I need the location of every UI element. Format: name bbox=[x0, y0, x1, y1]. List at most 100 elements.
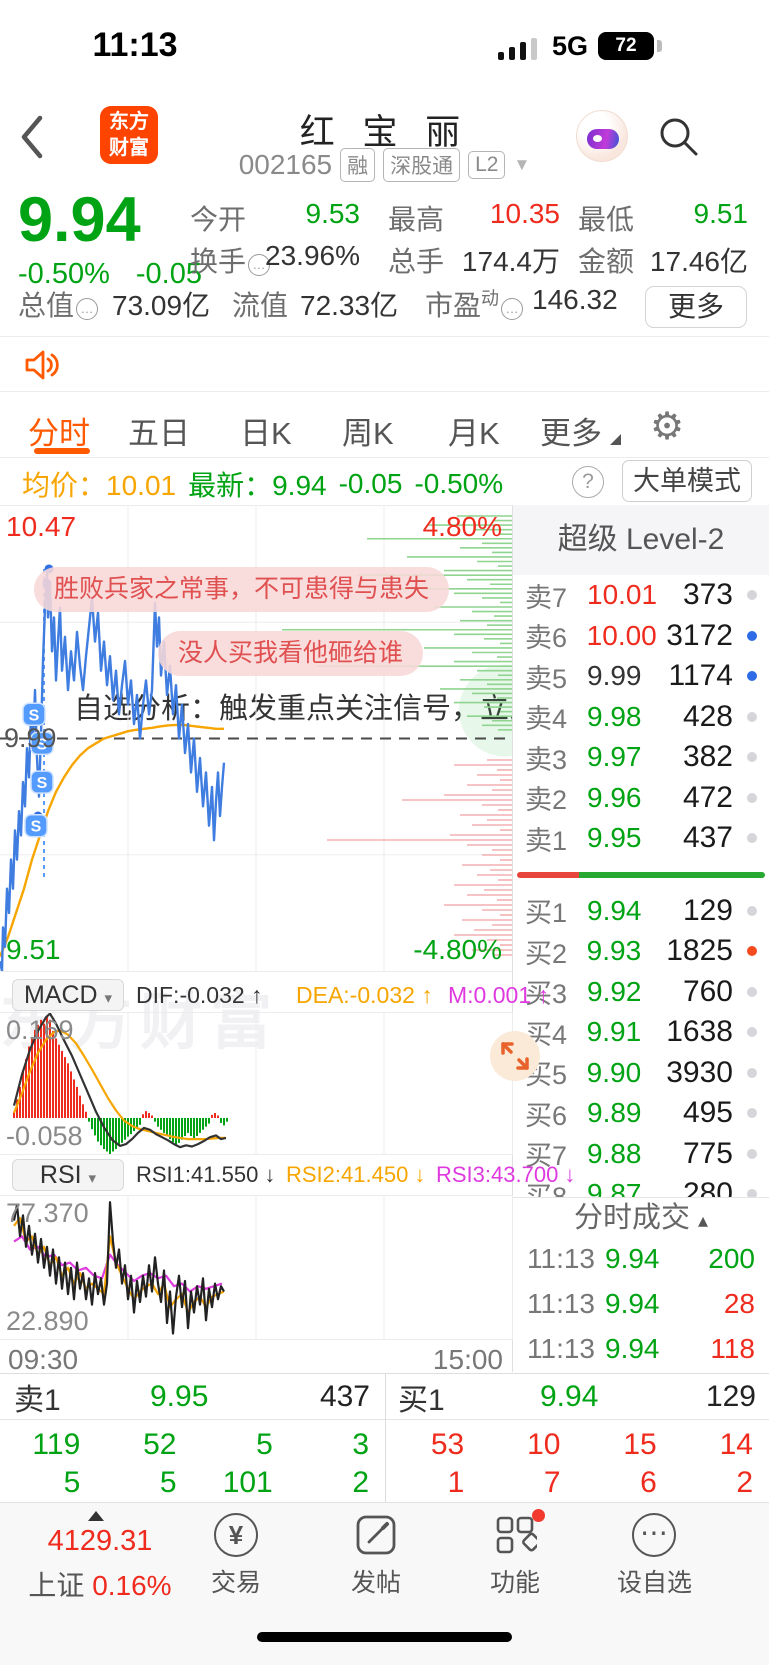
notice-bar[interactable]: 自选分析：触发重点关注信号，立即点击查看 × bbox=[0, 336, 769, 725]
info-icon[interactable]: … bbox=[248, 254, 271, 276]
annotation-bubble: 胜败兵家之常事，不可患得与患失 bbox=[34, 567, 450, 612]
tag-margin: 融 bbox=[340, 148, 376, 182]
order-book-row[interactable]: 卖7 10.01 373 bbox=[513, 575, 769, 616]
ask1-price: 9.95 bbox=[150, 1379, 209, 1413]
stock-subtitle[interactable]: 002165 融 深股通 L2 ▼ bbox=[0, 148, 769, 182]
fullscreen-icon[interactable] bbox=[490, 1031, 540, 1081]
ask1-label: 卖1 bbox=[14, 1383, 61, 1417]
chart-pct-high-label: 4.80% bbox=[422, 511, 502, 542]
time-axis: 09:30 15:00 bbox=[0, 1342, 513, 1375]
nav-item-features[interactable]: 功能 bbox=[490, 1569, 541, 1597]
order-book-row[interactable]: 买4 9.91 1638 bbox=[513, 1012, 769, 1053]
macd-selector[interactable]: MACD ▾ bbox=[12, 979, 124, 1011]
app-logo[interactable]: 东方 财富 bbox=[100, 106, 158, 164]
level2-header[interactable]: 超级 Level-2 bbox=[513, 505, 769, 575]
order-book-row[interactable]: 买8 9.87 280 bbox=[513, 1174, 769, 1197]
chart-low-label: 9.51 bbox=[6, 934, 61, 965]
order-book-row[interactable]: 卖6 10.00 3172 bbox=[513, 616, 769, 657]
bid1-label: 买1 bbox=[398, 1383, 445, 1417]
avg-price-label: 均价：10.01 bbox=[22, 470, 177, 501]
order-dot bbox=[747, 630, 757, 641]
info-icon[interactable]: … bbox=[76, 298, 99, 320]
ask-queue-row2: 5 5 101 2 bbox=[0, 1462, 385, 1503]
prev-close-label: 9.99 bbox=[4, 722, 57, 753]
order-book-row[interactable]: 买6 9.89 495 bbox=[513, 1093, 769, 1134]
order-book-row[interactable]: 买1 9.94 129 bbox=[513, 891, 769, 932]
back-icon[interactable] bbox=[14, 112, 50, 162]
stat-high-label: 最高 bbox=[388, 204, 445, 235]
macd-dea-label: DEA:-0.032 ↑ bbox=[296, 981, 433, 1008]
queue-value: 2 bbox=[736, 1465, 753, 1499]
rsi-selector[interactable]: RSI ▾ bbox=[12, 1159, 124, 1191]
order-book-row[interactable]: 卖4 9.98 428 bbox=[513, 697, 769, 738]
order-book-row[interactable]: 买5 9.90 3930 bbox=[513, 1053, 769, 1094]
macd-chart[interactable]: 0.169 -0.058 bbox=[0, 1012, 513, 1155]
rsi3-label: RSI3:43.700 ↓ bbox=[436, 1162, 576, 1187]
nav-item-watchlist[interactable]: 设自选 bbox=[617, 1569, 693, 1597]
order-book-row[interactable]: 买2 9.93 1825 bbox=[513, 931, 769, 972]
queue-value: 3 bbox=[352, 1427, 369, 1461]
order-dot bbox=[747, 590, 757, 601]
panel-expand-icon[interactable] bbox=[88, 1511, 104, 1521]
home-indicator[interactable] bbox=[257, 1632, 512, 1642]
stat-high-value: 10.35 bbox=[489, 198, 560, 229]
tab-more[interactable]: 更多 bbox=[540, 416, 602, 451]
order-book-row[interactable]: 卖2 9.96 472 bbox=[513, 778, 769, 819]
big-order-mode-button[interactable]: 大单模式 bbox=[622, 460, 752, 502]
order-book-row[interactable]: 买7 9.88 775 bbox=[513, 1134, 769, 1175]
divider bbox=[385, 1373, 386, 1502]
help-icon[interactable]: ? bbox=[572, 466, 604, 498]
bid-queue-row: 53 10 15 14 bbox=[384, 1424, 769, 1465]
tab-5day[interactable]: 五日 bbox=[128, 416, 190, 451]
bottom-quote-row[interactable]: 卖1 9.95 437 买1 9.94 129 bbox=[0, 1373, 769, 1420]
chart-pct-low-label: -4.80% bbox=[413, 934, 502, 965]
active-tab-underline bbox=[34, 448, 90, 454]
more-button[interactable]: 更多 bbox=[645, 286, 747, 328]
annotation-bubble: 没人买我看他砸给谁 bbox=[158, 631, 424, 676]
add-watchlist-icon: ⋯ bbox=[632, 1513, 676, 1557]
nav-item-trade[interactable]: 交易 bbox=[211, 1569, 262, 1597]
svg-text:S: S bbox=[37, 775, 48, 792]
order-dot bbox=[747, 711, 757, 722]
order-dot bbox=[747, 1108, 757, 1119]
tab-daily-k[interactable]: 日K bbox=[240, 416, 292, 451]
chart-tabs: 分时 五日 日K 周K 月K 更多 ⚙ bbox=[0, 398, 769, 458]
order-book: 卖7 10.01 373 卖6 10.00 3172 卖5 9.99 1174 卖4 9.98 428… bbox=[513, 575, 769, 1197]
network-type: 5G bbox=[552, 31, 589, 61]
asks: 卖7 10.01 373 卖6 10.00 3172 卖5 9.99 1174 卖4 9.98 428… bbox=[513, 575, 769, 859]
tab-minute[interactable]: 分时 bbox=[28, 416, 90, 451]
rsi2-label: RSI2:41.450 ↓ bbox=[286, 1162, 426, 1187]
macd-min-label: -0.058 bbox=[6, 1121, 83, 1151]
rsi-chart[interactable]: 77.370 22.890 bbox=[0, 1195, 513, 1340]
page-title: 红 宝 丽 bbox=[299, 113, 470, 152]
index-pct: 0.16% bbox=[92, 1570, 172, 1601]
rsi1-label: RSI1:41.550 ↓ bbox=[136, 1162, 276, 1187]
nav-item-post[interactable]: 发帖 bbox=[351, 1569, 402, 1597]
order-book-row[interactable]: 卖3 9.97 382 bbox=[513, 737, 769, 778]
latest-price-label: 最新：9.94 bbox=[188, 470, 327, 501]
stat-turnover-value: 23.96% bbox=[265, 240, 360, 271]
stat-float-label: 流值 bbox=[232, 290, 289, 321]
avatar[interactable] bbox=[576, 110, 628, 162]
search-icon[interactable] bbox=[652, 110, 704, 162]
gear-icon[interactable]: ⚙ bbox=[650, 406, 685, 448]
order-dot bbox=[747, 1027, 757, 1038]
tick-rows: 11:13 9.94 200 11:13 9.94 28 11:13 9.94 118 bbox=[513, 1236, 769, 1371]
stat-amount-value: 17.46亿 bbox=[649, 246, 748, 277]
tick-list-header[interactable]: 分时成交 ▴ bbox=[573, 1202, 709, 1234]
order-dot bbox=[747, 1189, 757, 1197]
stat-mktcap-value: 73.09亿 bbox=[112, 290, 211, 321]
order-book-row[interactable]: 卖1 9.95 437 bbox=[513, 818, 769, 859]
svg-text:S: S bbox=[31, 819, 42, 836]
order-book-row[interactable]: 卖5 9.99 1174 bbox=[513, 656, 769, 697]
tab-monthly-k[interactable]: 月K bbox=[448, 416, 500, 451]
post-icon bbox=[356, 1515, 396, 1555]
features-icon bbox=[496, 1516, 537, 1554]
order-dot bbox=[747, 986, 757, 997]
tab-weekly-k[interactable]: 周K bbox=[342, 416, 394, 451]
nav-item-index[interactable]: 4129.31 上证 0.16% bbox=[10, 1525, 190, 1604]
info-icon[interactable]: … bbox=[501, 298, 524, 320]
order-book-row[interactable]: 买3 9.92 760 bbox=[513, 972, 769, 1013]
